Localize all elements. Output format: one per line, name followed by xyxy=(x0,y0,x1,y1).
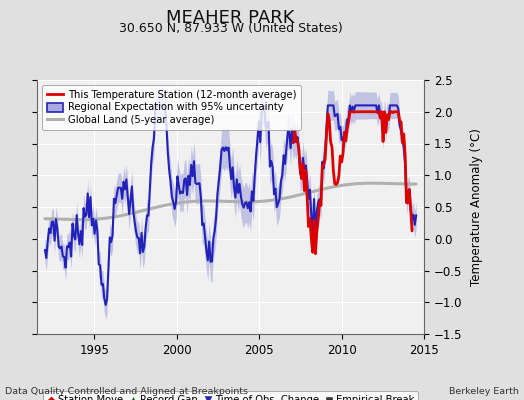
Legend: Station Move, Record Gap, Time of Obs. Change, Empirical Break: Station Move, Record Gap, Time of Obs. C… xyxy=(43,391,418,400)
Text: 30.650 N, 87.933 W (United States): 30.650 N, 87.933 W (United States) xyxy=(118,22,343,35)
Text: Berkeley Earth: Berkeley Earth xyxy=(449,387,519,396)
Y-axis label: Temperature Anomaly (°C): Temperature Anomaly (°C) xyxy=(470,128,483,286)
Text: MEAHER PARK: MEAHER PARK xyxy=(166,10,295,28)
Text: Data Quality Controlled and Aligned at Breakpoints: Data Quality Controlled and Aligned at B… xyxy=(5,387,248,396)
